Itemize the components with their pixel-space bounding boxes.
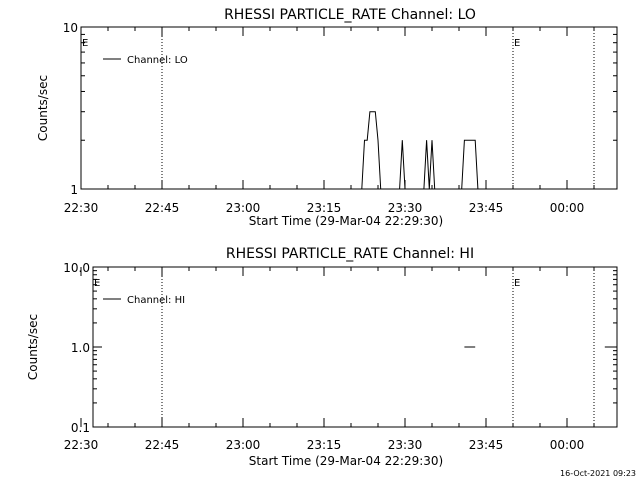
chart-0-x-tick-label: 00:00 — [550, 201, 585, 215]
chart-0-series-line — [361, 111, 479, 190]
chart-0-plot-frame — [80, 26, 618, 190]
chart-1-title: RHESSI PARTICLE_RATE Channel: HI — [226, 246, 474, 262]
chart-1-legend-label: Channel: HI — [127, 295, 185, 306]
chart-0-y-axis-label: Counts/sec — [36, 75, 50, 141]
chart-1-corner-label: E — [94, 278, 100, 289]
chart-1-x-tick-label: 23:45 — [469, 438, 504, 452]
chart-0-corner-label: E — [82, 38, 88, 49]
chart-1-y-tick-label: 1.0 — [71, 341, 90, 355]
chart-0-x-tick-label: 23:30 — [388, 201, 423, 215]
chart-0-legend-label: Channel: LO — [127, 55, 188, 66]
chart-0-title: RHESSI PARTICLE_RATE Channel: LO — [224, 7, 476, 23]
chart-1-event-marker-label: E — [514, 278, 520, 289]
chart-0-x-tick-label: 23:00 — [226, 201, 261, 215]
chart-0-x-tick-label: 23:15 — [307, 201, 342, 215]
chart-1-x-tick-label: 23:15 — [307, 438, 342, 452]
panel-lo: RHESSI PARTICLE_RATE Channel: LO 1 10 22:30… — [36, 7, 618, 228]
chart-1-x-tick-label: 23:00 — [226, 438, 261, 452]
chart-1-x-tick-label: 00:00 — [550, 438, 585, 452]
chart-0-x-axis-label: Start Time (29-Mar-04 22:29:30) — [249, 214, 443, 228]
footer-timestamp: 16-Oct-2021 09:23 — [560, 469, 636, 478]
chart-0-x-tick-label: 23:45 — [469, 201, 504, 215]
chart-1-y-tick-label: 10.0 — [63, 261, 90, 275]
chart-0-x-tick-label: 22:30 — [64, 201, 99, 215]
chart-0-x-tick-label: 22:45 — [145, 201, 180, 215]
chart-1-y-tick-label: 0.1 — [71, 421, 90, 435]
chart-1-x-tick-label: 23:30 — [388, 438, 423, 452]
panel-hi: RHESSI PARTICLE_RATE Channel: HI 0.1 1.0 10… — [26, 246, 618, 468]
chart-0-y-tick-label: 10 — [63, 21, 78, 35]
chart-1-plot-frame — [92, 266, 618, 428]
chart-0-y-tick-label: 1 — [70, 183, 78, 197]
chart-0-event-marker-label: E — [514, 38, 520, 49]
chart-1-y-axis-label: Counts/sec — [26, 314, 40, 380]
chart-1-x-tick-label: 22:30 — [64, 438, 99, 452]
chart-1-x-tick-label: 22:45 — [145, 438, 180, 452]
chart-1-x-axis-label: Start Time (29-Mar-04 22:29:30) — [249, 454, 443, 468]
